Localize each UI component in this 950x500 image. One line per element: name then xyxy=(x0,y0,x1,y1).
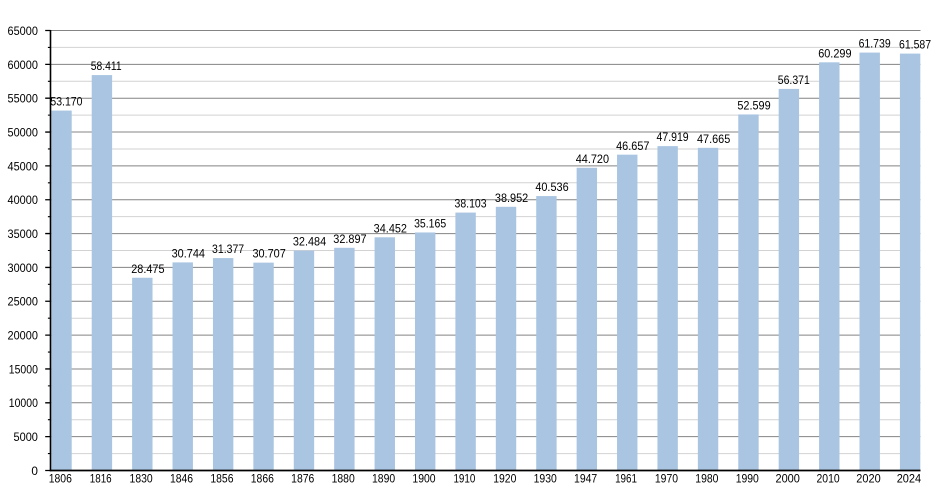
svg-text:30.707: 30.707 xyxy=(252,247,285,261)
svg-text:1866: 1866 xyxy=(251,471,275,485)
svg-text:40.536: 40.536 xyxy=(535,180,569,194)
svg-text:1890: 1890 xyxy=(372,471,396,485)
svg-text:2024: 2024 xyxy=(897,471,922,485)
svg-text:0: 0 xyxy=(31,464,38,478)
svg-text:32.484: 32.484 xyxy=(293,235,327,249)
svg-text:58.411: 58.411 xyxy=(91,59,122,73)
svg-text:35.165: 35.165 xyxy=(414,217,446,231)
svg-text:28.475: 28.475 xyxy=(131,262,165,276)
svg-text:53.170: 53.170 xyxy=(50,95,82,109)
svg-text:30000: 30000 xyxy=(8,261,39,275)
svg-text:30.744: 30.744 xyxy=(172,246,206,260)
svg-text:40000: 40000 xyxy=(8,193,39,207)
svg-text:20000: 20000 xyxy=(8,329,39,343)
svg-text:1970: 1970 xyxy=(655,471,679,485)
svg-text:1806: 1806 xyxy=(49,471,73,485)
svg-text:38.952: 38.952 xyxy=(495,191,528,205)
svg-text:61.739: 61.739 xyxy=(859,37,891,51)
svg-text:1846: 1846 xyxy=(170,471,194,485)
svg-text:47.665: 47.665 xyxy=(697,132,731,146)
svg-text:35000: 35000 xyxy=(8,227,39,241)
svg-text:1856: 1856 xyxy=(210,471,234,485)
svg-text:60000: 60000 xyxy=(8,58,39,72)
svg-text:1830: 1830 xyxy=(130,471,154,485)
svg-text:61.587: 61.587 xyxy=(899,38,931,52)
svg-text:1980: 1980 xyxy=(695,471,719,485)
svg-text:65000: 65000 xyxy=(8,24,39,38)
svg-text:1900: 1900 xyxy=(412,471,436,485)
svg-text:1990: 1990 xyxy=(736,471,760,485)
svg-text:1961: 1961 xyxy=(615,471,637,485)
svg-text:31.377: 31.377 xyxy=(212,242,244,256)
svg-text:50000: 50000 xyxy=(8,125,39,139)
svg-text:1816: 1816 xyxy=(90,471,112,485)
svg-text:1947: 1947 xyxy=(574,471,597,485)
svg-text:46.657: 46.657 xyxy=(616,139,649,153)
svg-text:15000: 15000 xyxy=(9,362,38,376)
svg-text:44.720: 44.720 xyxy=(576,152,610,166)
svg-text:2020: 2020 xyxy=(856,471,881,485)
svg-text:5000: 5000 xyxy=(14,430,39,444)
svg-text:1910: 1910 xyxy=(453,471,475,485)
svg-text:34.452: 34.452 xyxy=(374,221,407,235)
svg-text:1920: 1920 xyxy=(493,471,517,485)
svg-text:1876: 1876 xyxy=(291,471,315,485)
svg-text:1930: 1930 xyxy=(534,471,558,485)
svg-text:52.599: 52.599 xyxy=(737,99,770,113)
svg-text:45000: 45000 xyxy=(8,159,39,173)
svg-text:32.897: 32.897 xyxy=(333,232,366,246)
svg-text:60.299: 60.299 xyxy=(818,46,851,60)
svg-text:2010: 2010 xyxy=(817,471,841,485)
svg-text:47.919: 47.919 xyxy=(657,130,689,144)
svg-text:1880: 1880 xyxy=(332,471,356,485)
svg-text:25000: 25000 xyxy=(8,295,39,309)
svg-text:38.103: 38.103 xyxy=(455,197,487,211)
svg-text:55000: 55000 xyxy=(8,92,39,106)
svg-text:10000: 10000 xyxy=(9,396,38,410)
svg-text:56.371: 56.371 xyxy=(778,73,810,87)
svg-text:2000: 2000 xyxy=(775,471,800,485)
